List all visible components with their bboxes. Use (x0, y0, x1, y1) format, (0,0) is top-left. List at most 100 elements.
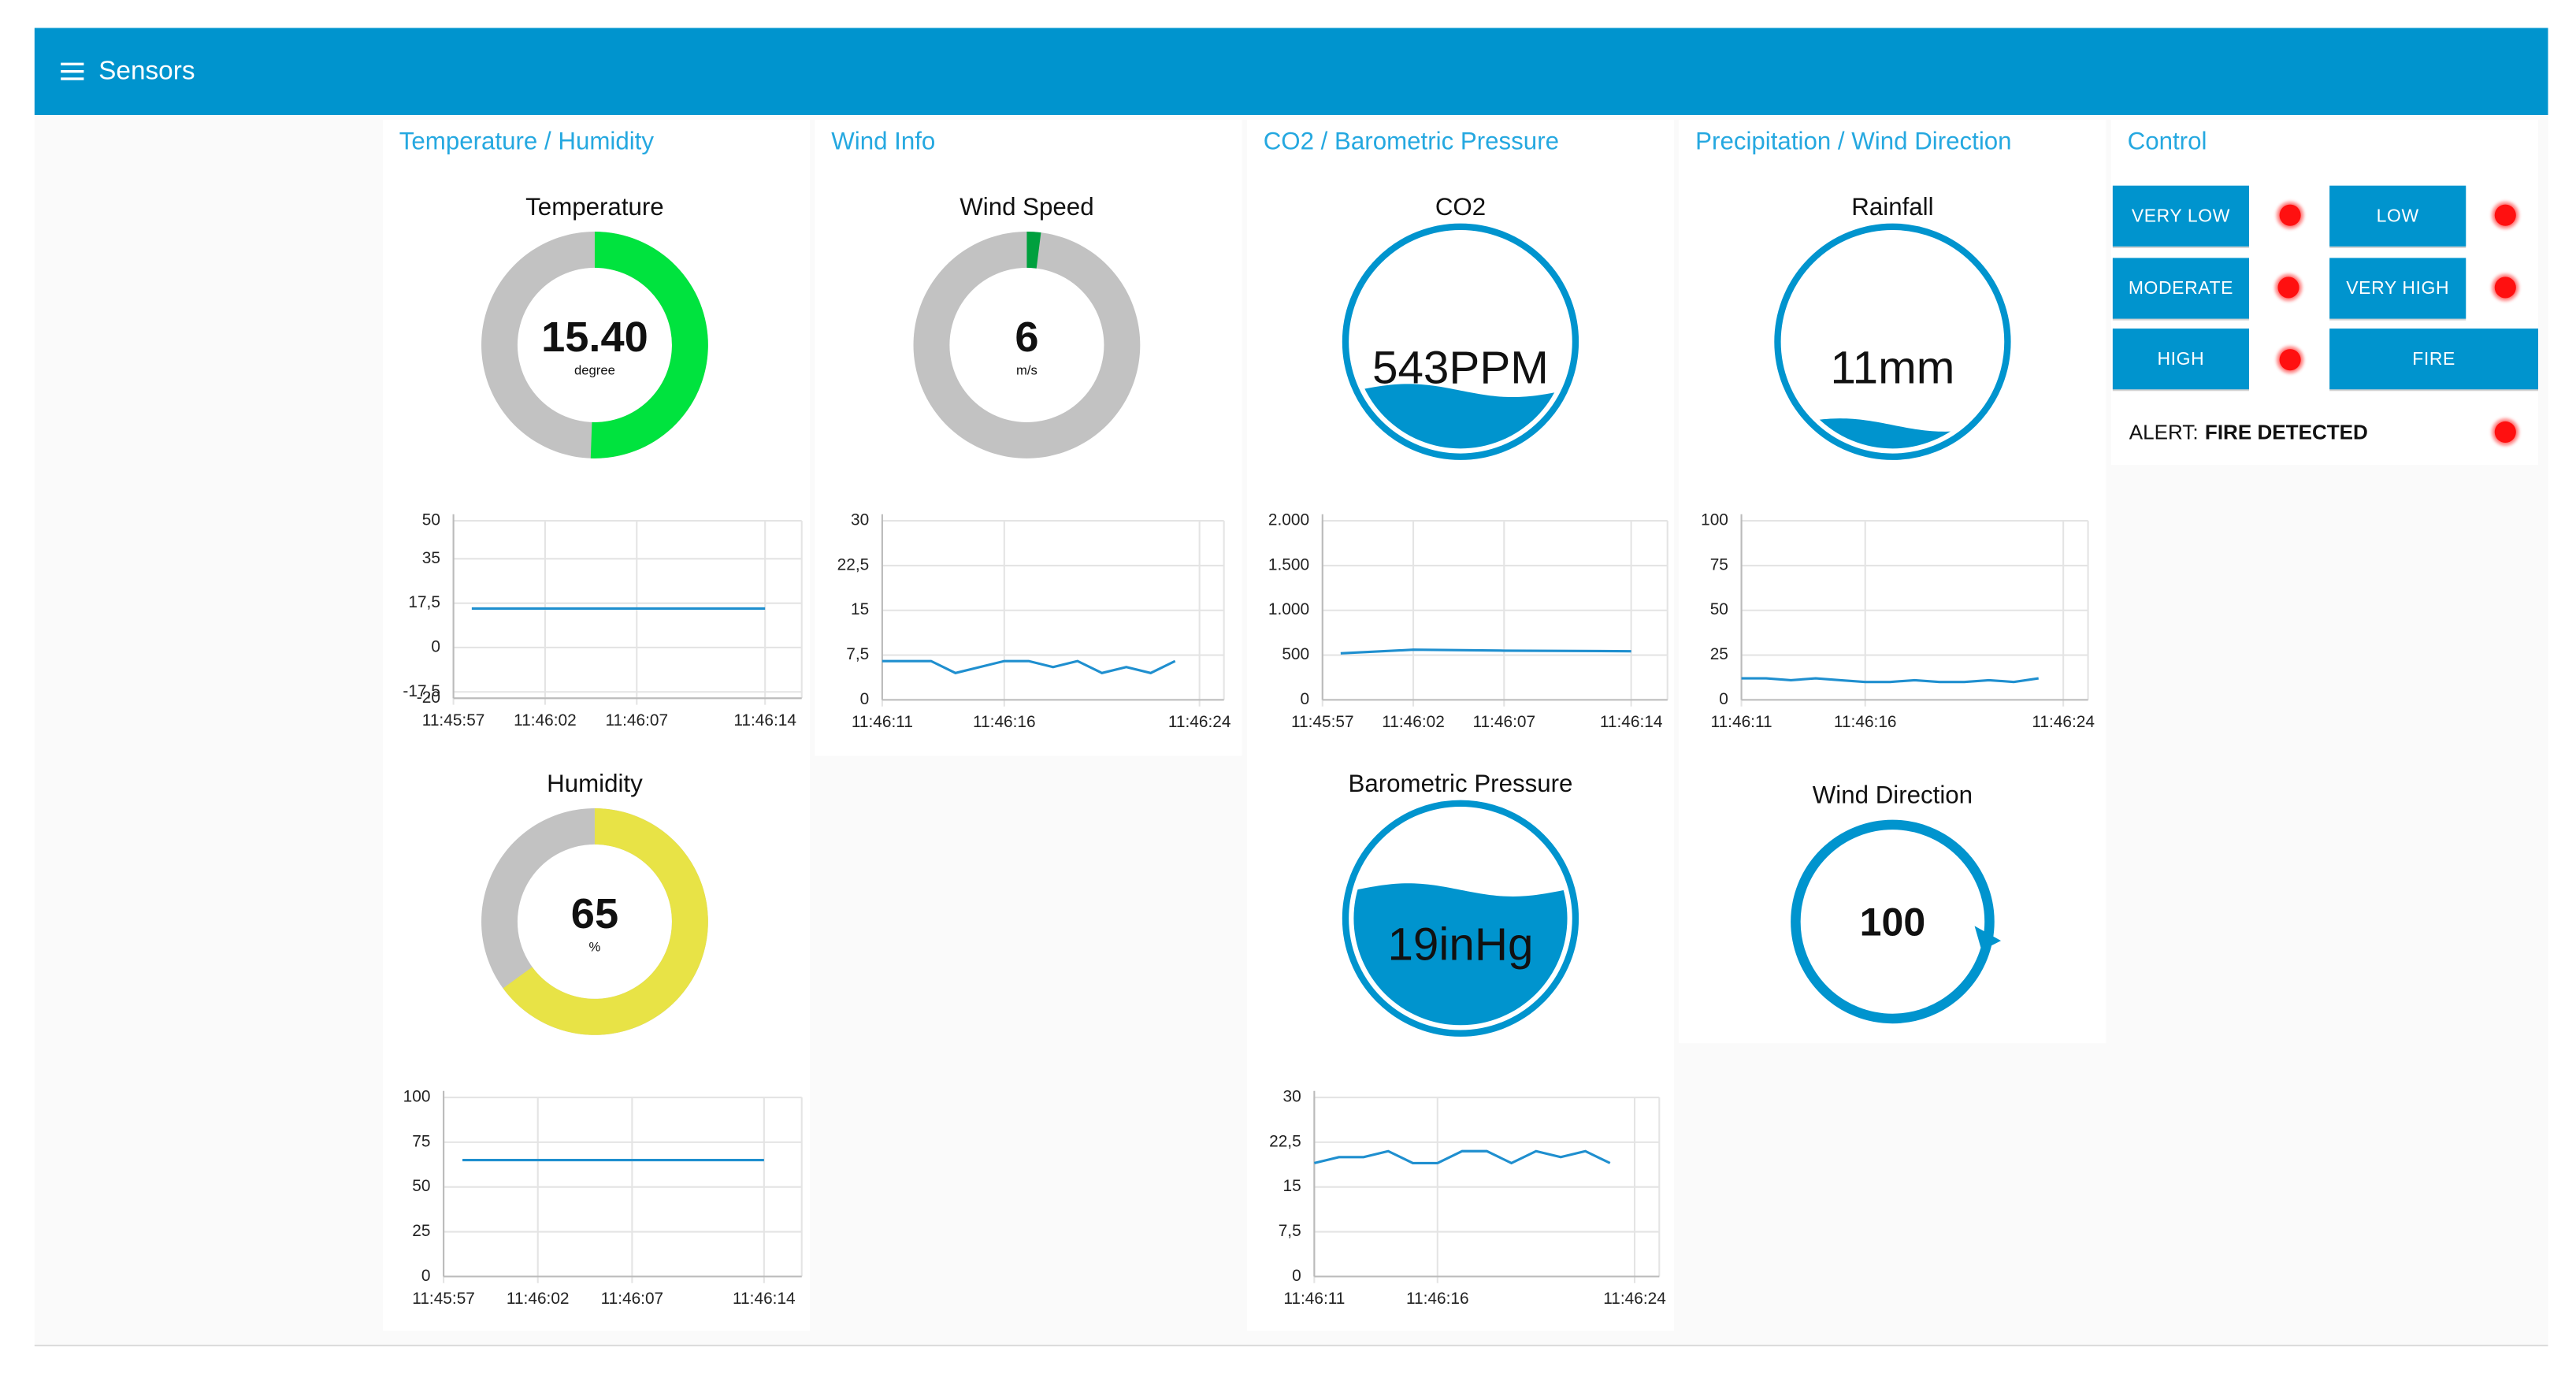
y-tick-label: 1.500 (1268, 555, 1309, 574)
y-tick-label: 0 (860, 690, 870, 708)
button[interactable] (2112, 329, 2249, 390)
x-tick-label: 11:46:02 (507, 1290, 570, 1308)
y-tick-label: 25 (412, 1222, 430, 1240)
compass-value: 100 (1860, 900, 1925, 944)
toolbar-title: Sensors (98, 57, 195, 86)
y-tick-label: 500 (1282, 645, 1309, 663)
y-tick-label: 0 (1719, 690, 1728, 708)
y-tick-label: -17,5 (403, 682, 440, 700)
y-tick-label: 15 (851, 600, 869, 618)
compass-ring (1791, 819, 1995, 1024)
y-tick-label: 1.000 (1268, 600, 1309, 618)
gauge-label: Wind Direction (1813, 781, 1973, 809)
y-tick-label: 0 (431, 637, 440, 655)
y-tick-label: 22,5 (837, 555, 870, 574)
button-label[interactable]: VERY HIGH (2346, 277, 2449, 298)
button-label[interactable]: MODERATE (2129, 277, 2233, 298)
button[interactable] (2329, 185, 2467, 247)
y-tick-label: 7,5 (846, 645, 869, 663)
button-label[interactable]: HIGH (2158, 348, 2205, 369)
x-tick-label: 11:46:24 (1603, 1290, 1666, 1308)
button[interactable] (2112, 258, 2249, 319)
y-tick-label: 100 (1701, 511, 1728, 529)
menu-icon[interactable] (61, 62, 84, 80)
gauge-ring (1774, 223, 2011, 460)
y-tick-label: 30 (851, 511, 869, 529)
gauge-label: Temperature (525, 193, 664, 221)
x-tick-label: 11:46:11 (1283, 1290, 1345, 1308)
y-tick-label: 15 (1282, 1177, 1301, 1195)
alert-message: FIRE DETECTED (2205, 420, 2368, 444)
y-tick-label: 22,5 (1269, 1132, 1301, 1150)
x-tick-label: 11:46:16 (1834, 713, 1897, 731)
y-tick-label: 75 (412, 1132, 430, 1150)
x-tick-label: 11:46:16 (1406, 1290, 1469, 1308)
y-tick-label: 35 (422, 549, 440, 567)
led (2279, 349, 2301, 371)
y-tick-label: 17,5 (408, 593, 440, 611)
gauge-arc (1026, 232, 1041, 269)
group-title: Control (2128, 128, 2207, 155)
gauge-track (913, 232, 1141, 458)
liquid-fill (1785, 418, 1999, 449)
gauge-label: CO2 (1435, 193, 1486, 221)
gauge-label: Barometric Pressure (1348, 770, 1572, 797)
gauge-label: Rainfall (1851, 193, 1933, 221)
gauge-value: 19inHg (1387, 919, 1533, 971)
y-tick-label: 50 (412, 1177, 430, 1195)
button[interactable] (2112, 185, 2249, 247)
x-tick-label: 11:46:07 (601, 1290, 664, 1308)
x-tick-label: 11:46:14 (733, 711, 796, 729)
y-tick-label: 7,5 (1279, 1222, 1301, 1240)
button[interactable] (2329, 258, 2467, 319)
gauge-arc (503, 808, 708, 1035)
gauge-label: Wind Speed (960, 193, 1093, 221)
button[interactable] (2329, 329, 2539, 390)
y-tick-label: 50 (1710, 600, 1728, 618)
gauge-units: degree (574, 363, 615, 378)
gauge-value: 65 (571, 890, 618, 937)
x-tick-label: 11:46:02 (1382, 713, 1445, 731)
gauge-value: 6 (1015, 314, 1038, 361)
x-tick-label: 11:46:16 (973, 713, 1036, 731)
led (2279, 204, 2301, 226)
led (2494, 204, 2516, 226)
x-tick-label: 11:45:57 (412, 1290, 475, 1308)
group-title: Precipitation / Wind Direction (1695, 128, 2011, 155)
y-tick-label: -20 (417, 689, 440, 707)
x-tick-label: 11:46:24 (2032, 713, 2095, 731)
x-tick-label: 11:46:07 (606, 711, 669, 729)
y-tick-label: 0 (1301, 690, 1310, 708)
x-tick-label: 11:46:24 (1168, 713, 1231, 731)
alert-text: ALERT: FIRE DETECTED (2129, 420, 2368, 444)
y-tick-label: 30 (1282, 1088, 1301, 1106)
x-tick-label: 11:46:02 (514, 711, 577, 729)
card (382, 120, 811, 1331)
led (2277, 277, 2299, 299)
y-tick-label: 50 (422, 511, 440, 529)
gauge-value: 15.40 (541, 314, 648, 361)
gauge-units: % (589, 940, 601, 955)
button-label[interactable]: FIRE (2412, 348, 2455, 369)
y-tick-label: 100 (403, 1088, 431, 1106)
x-tick-label: 11:46:11 (852, 713, 913, 731)
x-tick-label: 11:46:11 (1711, 713, 1772, 731)
x-tick-label: 11:46:14 (1600, 713, 1663, 731)
x-tick-label: 11:45:57 (1291, 713, 1354, 731)
button-label[interactable]: VERY LOW (2132, 205, 2230, 225)
group-title: Temperature / Humidity (399, 128, 655, 155)
led (2494, 421, 2516, 444)
gauge-label: Humidity (547, 770, 643, 797)
button-label[interactable]: LOW (2377, 205, 2419, 225)
toolbar (34, 28, 2548, 115)
group-title: CO2 / Barometric Pressure (1264, 128, 1559, 155)
line-series (882, 659, 1176, 674)
y-tick-label: 2.000 (1268, 511, 1309, 529)
line-series (1340, 648, 1631, 655)
led (2494, 277, 2516, 299)
compass-pointer (1974, 926, 2002, 951)
alert-label: ALERT: (2129, 420, 2199, 444)
